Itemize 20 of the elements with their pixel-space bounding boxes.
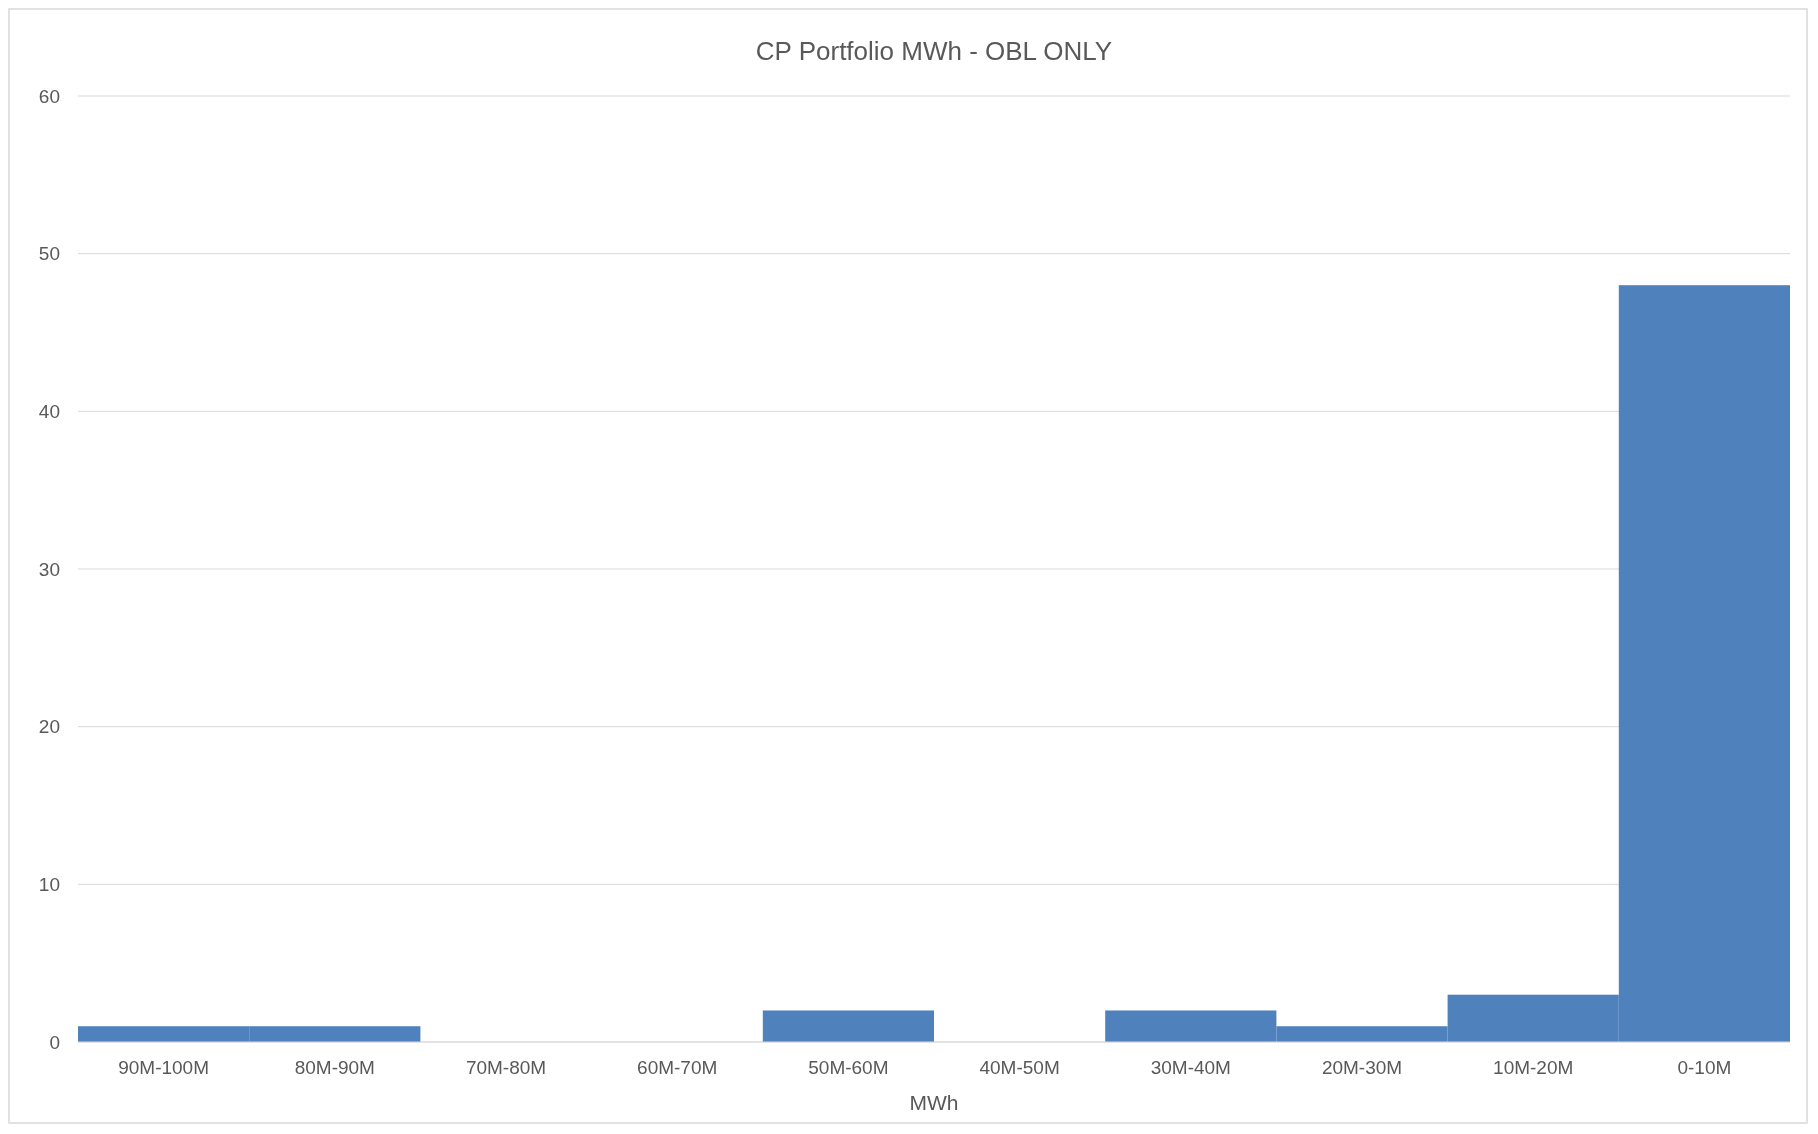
chart-title: CP Portfolio MWh - OBL ONLY bbox=[755, 36, 1113, 66]
y-tick-label: 0 bbox=[49, 1031, 60, 1053]
x-tick-label: 70M-80M bbox=[465, 1057, 547, 1078]
y-tick-label: 60 bbox=[38, 85, 60, 107]
x-tick-label: 30M-40M bbox=[1150, 1057, 1231, 1078]
x-tick-label: 40M-50M bbox=[979, 1057, 1060, 1078]
y-tick-label: 30 bbox=[38, 558, 60, 580]
x-tick-label: 20M-30M bbox=[1321, 1057, 1403, 1078]
bar bbox=[762, 1010, 934, 1042]
y-tick-label: 50 bbox=[38, 243, 60, 265]
x-tick-label: 0-10M bbox=[1677, 1057, 1732, 1078]
y-tick-label: 10 bbox=[38, 873, 60, 895]
y-tick-label: 40 bbox=[38, 400, 60, 422]
y-tick-label: 20 bbox=[38, 716, 60, 738]
x-tick-label: 90M-100M bbox=[118, 1057, 210, 1078]
x-tick-label: 80M-90M bbox=[294, 1057, 375, 1078]
x-tick-label: 10M-20M bbox=[1493, 1057, 1574, 1078]
x-axis-title: MWh bbox=[909, 1091, 959, 1114]
x-tick-label: 50M-60M bbox=[808, 1057, 889, 1078]
x-tick-label: 60M-70M bbox=[637, 1057, 718, 1078]
